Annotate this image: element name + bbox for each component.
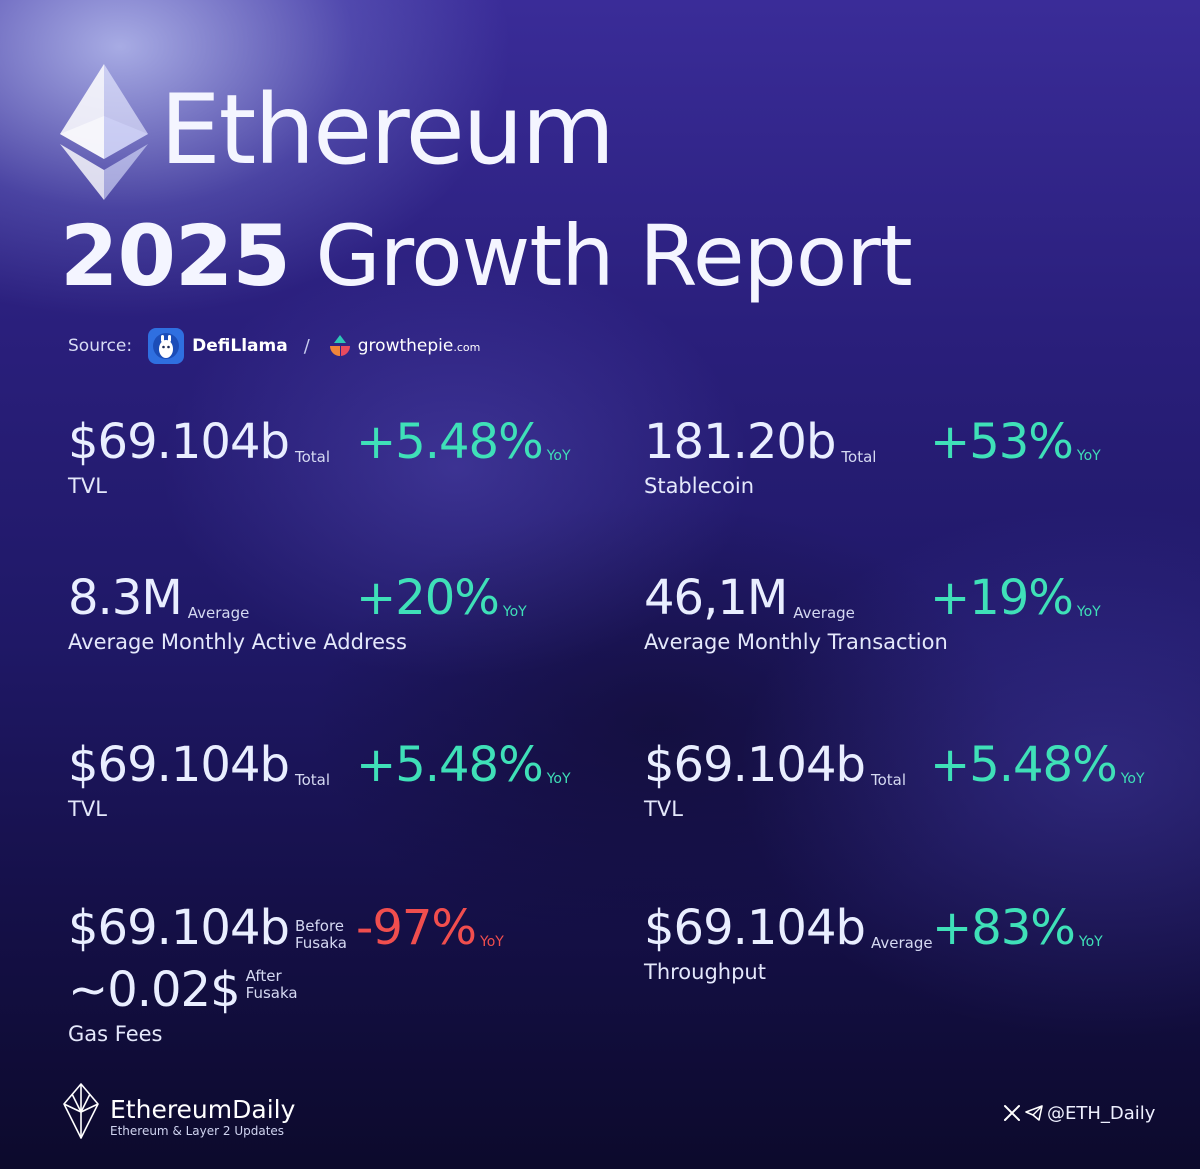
metric-change: +19% YoY [930, 574, 1101, 622]
growthepie-name: growthepie.com [358, 336, 481, 356]
suffix-line: After [245, 967, 282, 985]
report-subtitle: 2025 Growth Report [60, 214, 913, 298]
yoy-label: YoY [1076, 604, 1101, 620]
metric-value: 181.20b [644, 414, 836, 470]
metric-value: 46,1M [644, 570, 788, 626]
yoy-label: YoY [1076, 448, 1101, 464]
metric-suffix: Average [870, 934, 933, 952]
metric-label: TVL [644, 797, 683, 821]
report-year: 2025 [60, 207, 291, 305]
metric-suffix-after: After Fusaka [245, 967, 298, 1003]
metric-tvl: $69.104b Total TVL [68, 418, 330, 498]
metric-suffix: Average [187, 604, 250, 622]
change-value: +19% [930, 570, 1074, 626]
change-value: +5.48% [356, 737, 544, 793]
telegram-icon[interactable] [1024, 1104, 1044, 1122]
metric-suffix: Before Fusaka [294, 916, 347, 953]
suffix-line: Fusaka [245, 984, 298, 1003]
page-title: Ethereum [160, 74, 615, 186]
metric-value: 8.3M [68, 570, 183, 626]
metric-label: TVL [68, 474, 107, 498]
metric-active-addresses: 8.3M Average Average Monthly Active Addre… [68, 574, 407, 654]
change-value: +83% [932, 900, 1076, 956]
yoy-label: YoY [1120, 771, 1145, 787]
metric-suffix: Total [294, 448, 331, 466]
metric-value: $69.104b [644, 737, 866, 793]
suffix-line: Fusaka [294, 933, 347, 952]
metric-change: +5.48% YoY [356, 741, 571, 789]
change-value: +5.48% [930, 737, 1118, 793]
yoy-label: YoY [546, 771, 571, 787]
social-handle-text[interactable]: @ETH_Daily [1047, 1102, 1156, 1124]
suffix-line: Before [294, 916, 345, 935]
change-value: +53% [930, 414, 1074, 470]
metric-change: -97% YoY [356, 904, 504, 952]
metric-gas-fees: $69.104b Before Fusaka ~0.02$ After Fusaka… [68, 904, 347, 1046]
yoy-label: YoY [546, 448, 571, 464]
source-separator: / [303, 335, 310, 357]
metric-change: +53% YoY [930, 418, 1101, 466]
growthepie-name-main: growthepie [357, 336, 454, 356]
metric-stablecoin: 181.20b Total Stablecoin [644, 418, 876, 498]
metric-value-after: ~0.02$ [68, 962, 241, 1018]
metric-label: TVL [68, 797, 107, 821]
metric-value: $69.104b [644, 900, 866, 956]
change-value: -97% [356, 900, 477, 956]
yoy-label: YoY [502, 604, 527, 620]
metric-change: +5.48% YoY [356, 418, 571, 466]
metric-label: Gas Fees [68, 1022, 163, 1046]
metric-change: +5.48% YoY [930, 741, 1145, 789]
metric-suffix: Average [793, 604, 855, 622]
social-handle[interactable]: @ETH_Daily [1003, 1102, 1155, 1124]
metric-value: $69.104b [68, 737, 290, 793]
metric-tvl: $69.104b Total TVL [68, 741, 330, 821]
metric-suffix: Total [841, 448, 877, 466]
metric-change: +83% YoY [932, 904, 1103, 952]
ethereumdaily-logo-icon [63, 1083, 99, 1139]
footer-brand: EthereumDaily [110, 1095, 296, 1124]
yoy-label: YoY [1078, 934, 1103, 950]
defillama-logo-icon [148, 328, 185, 364]
metric-value: $69.104b [68, 414, 290, 470]
x-icon[interactable] [1003, 1104, 1021, 1122]
source-line: Source: DefiLlama / growthepie.com [68, 328, 480, 364]
metric-label: Average Monthly Active Address [68, 630, 407, 654]
metric-label: Throughput [644, 960, 766, 984]
defillama-name: DefiLlama [192, 336, 288, 356]
metric-transactions: 46,1M Average Average Monthly Transaction [644, 574, 948, 654]
metric-suffix: Total [294, 771, 331, 789]
change-value: +20% [356, 570, 500, 626]
growthepie-logo-icon [329, 335, 350, 356]
metric-value: $69.104b [68, 900, 290, 956]
metric-change: +20% YoY [356, 574, 527, 622]
report-subtitle-text: Growth Report [315, 207, 913, 305]
source-label: Source: [68, 336, 133, 356]
metric-suffix: Total [870, 771, 907, 789]
metric-tvl: $69.104b Total TVL [644, 741, 906, 821]
yoy-label: YoY [480, 934, 504, 950]
metric-label: Average Monthly Transaction [644, 630, 948, 654]
change-value: +5.48% [356, 414, 544, 470]
metric-label: Stablecoin [644, 474, 755, 498]
footer-tagline: Ethereum & Layer 2 Updates [110, 1124, 285, 1138]
metric-throughput: $69.104b Average Throughput [644, 904, 933, 984]
ethereum-logo-icon [60, 64, 148, 200]
growthepie-name-tld: .com [453, 341, 481, 354]
